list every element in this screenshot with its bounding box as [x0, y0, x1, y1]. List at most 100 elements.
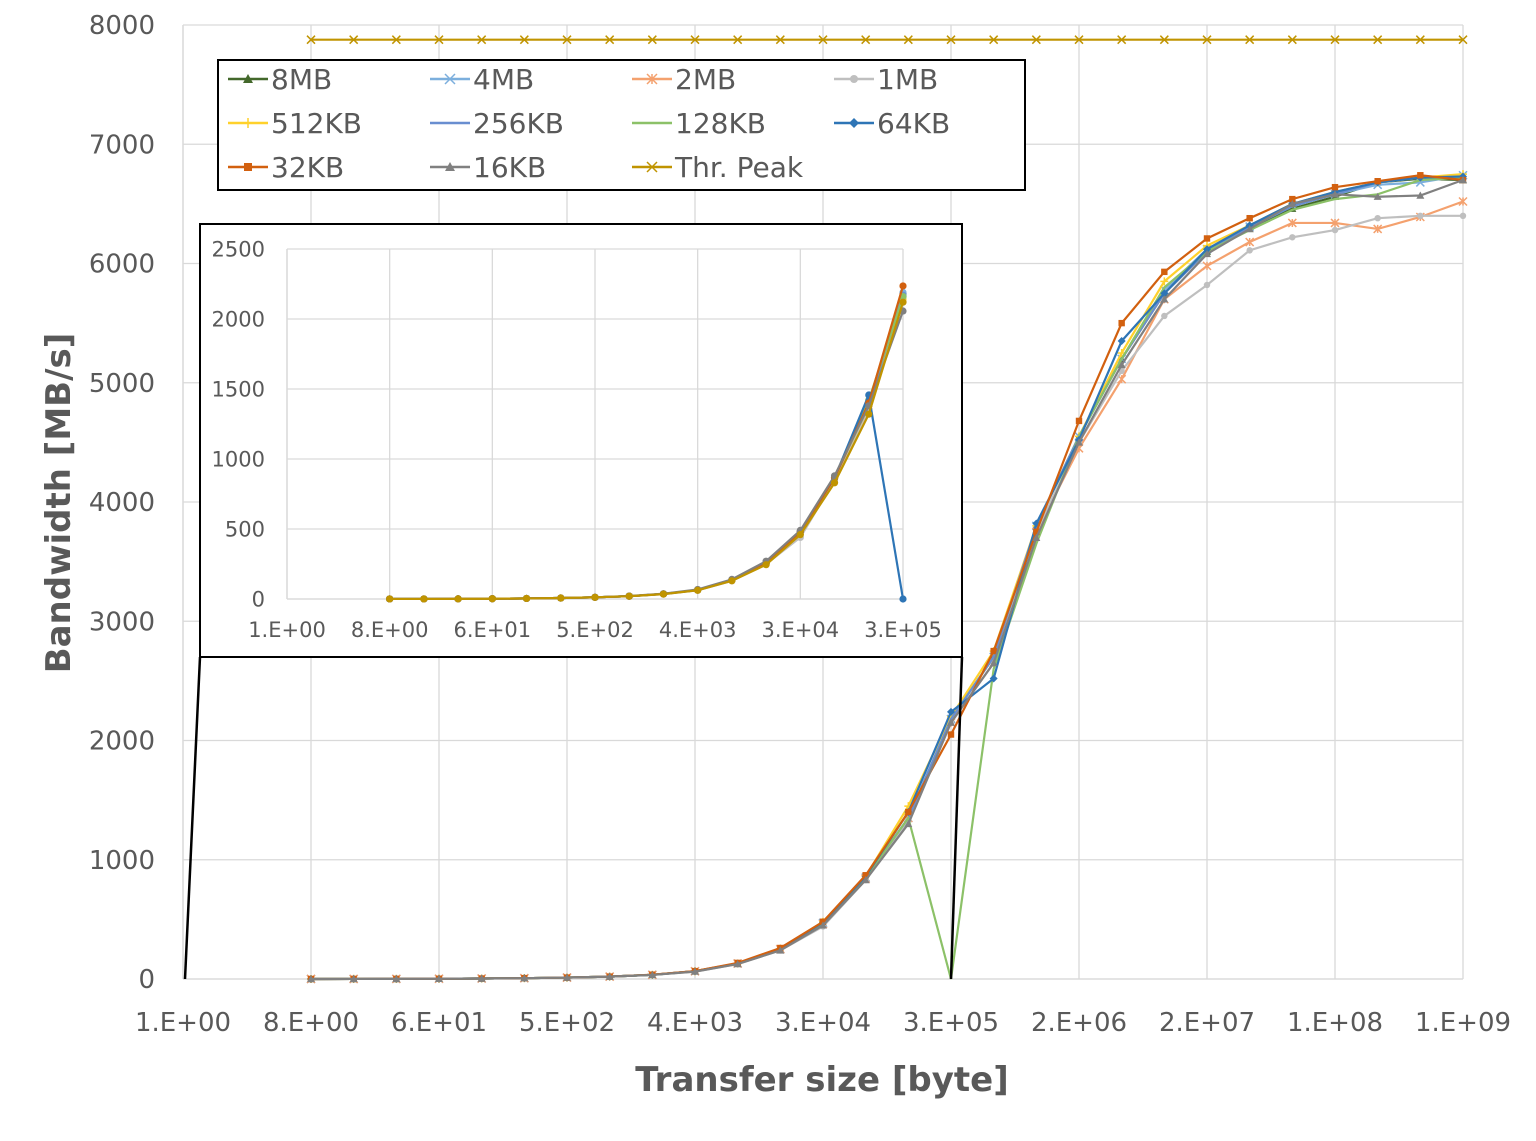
x-tick-label: 2.E+07 [1159, 1008, 1255, 1038]
x-tick-label: 2.E+06 [1031, 1008, 1127, 1038]
data-point-16kb [1245, 224, 1254, 233]
data-point-thr-peak [477, 35, 487, 45]
data-point-2mb [1330, 218, 1340, 228]
y-tick-label: 1000 [212, 447, 265, 471]
y-tick-label: 1000 [89, 846, 155, 876]
x-tick-label: 5.E+02 [519, 1008, 615, 1038]
data-point-16kb [1075, 438, 1083, 446]
data-point-16kb [648, 970, 657, 979]
x-tick-label: 6.E+01 [391, 1008, 487, 1038]
data-point-thr-peak [1330, 35, 1340, 45]
data-point-thr-peak [1373, 35, 1383, 45]
legend-label: 256KB [473, 107, 564, 140]
data-point-thr-peak [690, 35, 700, 45]
legend-label: 128KB [675, 107, 766, 140]
x-tick-label: 8.E+00 [351, 618, 429, 642]
data-point-32kb [1203, 235, 1211, 242]
legend-item-64kb: 64KB [834, 107, 950, 140]
data-point-1mb [1459, 212, 1467, 219]
data-point-thr-peak [1287, 35, 1297, 45]
data-point-thr-peak [1245, 35, 1255, 45]
data-point-32kb [1033, 528, 1040, 536]
data-point-16kb [819, 921, 827, 929]
data-point-16kb [392, 974, 401, 983]
data-point-16kb [733, 960, 742, 968]
data-point-thr-peak [861, 35, 871, 45]
connector-left [183, 656, 202, 980]
data-point-thr-peak [391, 35, 401, 45]
inset-tick-labels: 1.E+00 8.E+00 6.E+01 5.E+02 4.E+03 3.E+04 3.E+… [212, 237, 942, 642]
data-point-1mb [1331, 226, 1339, 234]
data-point-thr-peak [420, 595, 428, 603]
legend-item-32kb: 32KB [228, 151, 344, 184]
data-point-thr-peak [830, 479, 839, 487]
legend-label: 512KB [271, 107, 362, 140]
data-point-thr-peak [1159, 35, 1169, 45]
data-point-64kb [1117, 337, 1126, 346]
data-point-32kb [1289, 195, 1296, 203]
data-point-32kb [899, 282, 907, 290]
data-point-16kb [435, 974, 443, 982]
data-point-16kb [904, 819, 913, 828]
y-tick-label: 7000 [89, 130, 155, 160]
data-point-thr-peak [386, 595, 394, 603]
x-tick-label: 1.E+09 [1415, 1008, 1511, 1038]
legend-item-thr-peak: Thr. Peak [632, 151, 804, 184]
main-tick-labels: 1.E+00 8.E+00 6.E+01 5.E+02 4.E+03 3.E+04 3.E+… [89, 11, 1511, 1038]
data-point-32kb [905, 808, 912, 816]
data-point-thr-peak [349, 35, 359, 45]
data-point-1mb [1246, 247, 1253, 254]
y-axis-title: Bandwidth [MB/s] [39, 333, 79, 674]
data-point-16kb [1373, 192, 1382, 200]
y-tick-label: 0 [252, 587, 265, 611]
legend: 8MB 4MB 2MB 1MB 512KB 256KB 128KB 64KB 32KB 16KB T… [217, 59, 1026, 191]
data-point-thr-peak [733, 35, 743, 45]
data-point-1mb [1203, 281, 1211, 289]
main-series [306, 35, 1468, 984]
data-point-thr-peak [728, 577, 736, 585]
data-point-thr-peak [659, 590, 668, 598]
data-point-2mb [1202, 261, 1212, 271]
y-tick-label: 0 [138, 965, 155, 995]
data-point-16kb [1117, 360, 1126, 369]
legend-marker [646, 161, 658, 173]
x-tick-label: 1.E+00 [135, 1008, 231, 1038]
data-point-thr-peak [694, 586, 702, 594]
legend-marker [243, 118, 253, 128]
x-tick-label: 1.E+00 [248, 618, 326, 642]
data-point-16kb [1203, 249, 1211, 258]
inset-frame [199, 223, 963, 658]
legend-label: 64KB [877, 107, 950, 140]
data-point-thr-peak [562, 35, 572, 45]
data-point-16kb [861, 876, 870, 884]
data-point-64kb [989, 674, 998, 683]
data-point-16kb [1032, 533, 1041, 541]
y-tick-label: 6000 [89, 250, 155, 280]
data-point-thr-peak [775, 35, 785, 45]
x-tick-label: 3.E+04 [762, 618, 840, 642]
data-point-thr-peak [1458, 35, 1468, 45]
data-point-1mb [1374, 214, 1381, 222]
legend-label: Thr. Peak [674, 151, 804, 184]
x-tick-label: 4.E+03 [659, 618, 737, 642]
data-point-thr-peak [946, 35, 956, 45]
data-point-32kb [862, 872, 869, 879]
legend-marker [444, 73, 456, 85]
legend-marker [646, 73, 658, 85]
legend-label: 2MB [675, 63, 736, 96]
data-point-32kb [990, 647, 997, 655]
inset-chart: 1.E+00 8.E+00 6.E+01 5.E+02 4.E+03 3.E+04 3.E+… [199, 223, 963, 658]
data-point-32kb [1161, 268, 1168, 276]
data-point-32kb [1246, 214, 1253, 222]
series-line-thr-peak [389, 301, 905, 601]
data-point-thr-peak [625, 592, 633, 600]
data-point-16kb [989, 658, 998, 667]
y-tick-label: 4000 [89, 488, 155, 518]
x-tick-label: 6.E+01 [454, 618, 532, 642]
legend-item-2mb: 2MB [632, 63, 736, 96]
data-point-thr-peak [899, 298, 907, 306]
y-tick-label: 8000 [89, 11, 155, 41]
y-tick-label: 2000 [212, 307, 265, 331]
data-point-thr-peak [591, 593, 599, 601]
